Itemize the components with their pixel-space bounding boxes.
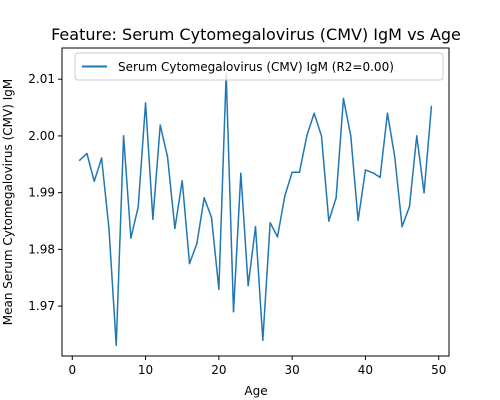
- data-point: [130, 237, 132, 239]
- data-point: [386, 112, 389, 114]
- data-point: [254, 225, 257, 228]
- data-point: [86, 152, 88, 155]
- y-tick-label: 1.99: [28, 186, 55, 200]
- data-point: [430, 105, 433, 108]
- chart-title: Feature: Serum Cytomegalovirus (CMV) IgM…: [51, 25, 461, 44]
- legend: Serum Cytomegalovirus (CMV) IgM (R2=0.00…: [74, 52, 444, 81]
- data-point: [181, 179, 183, 182]
- x-tick-label: 20: [211, 363, 226, 377]
- data-point: [122, 135, 125, 137]
- data-point: [210, 216, 213, 219]
- data-point: [276, 236, 279, 238]
- data-point: [152, 218, 154, 221]
- data-point: [328, 220, 330, 222]
- data-point: [137, 206, 139, 208]
- data-point: [78, 159, 81, 162]
- data-point: [394, 156, 396, 158]
- data-point: [379, 176, 381, 179]
- data-point: [262, 339, 264, 341]
- x-axis: 0 10 20 30 40 50: [68, 356, 446, 377]
- data-point: [401, 225, 403, 228]
- y-tick-label: 1.98: [28, 242, 55, 256]
- data-point: [203, 196, 205, 199]
- x-tick-label: 50: [431, 363, 446, 377]
- data-point: [100, 157, 103, 159]
- data-point: [342, 97, 345, 100]
- data-point: [232, 311, 235, 313]
- data-point: [144, 102, 147, 104]
- data-point: [196, 242, 198, 245]
- series-line: [79, 72, 433, 346]
- data-point: [350, 135, 352, 137]
- data-point: [298, 171, 301, 173]
- data-point: [357, 219, 359, 222]
- data-point: [159, 124, 161, 126]
- data-point: [166, 156, 169, 158]
- data-point: [284, 195, 286, 197]
- data-point: [364, 169, 367, 171]
- data-point: [320, 135, 323, 137]
- data-point: [188, 262, 191, 265]
- data-point: [408, 206, 411, 208]
- x-axis-label: Age: [244, 384, 267, 398]
- data-point: [93, 180, 95, 183]
- data-point: [423, 191, 425, 194]
- data-point: [247, 284, 249, 287]
- data-point: [313, 112, 315, 114]
- y-axis-label: Mean Serum Cytomegalovirus (CMV) IgM: [1, 79, 15, 325]
- series-layer: [78, 72, 433, 346]
- x-tick-label: 40: [358, 363, 373, 377]
- y-axis: 1.97 1.98 1.99 2.00 2.01: [28, 72, 62, 313]
- data-point: [269, 221, 271, 224]
- x-tick-label: 0: [68, 363, 76, 377]
- x-tick-label: 10: [138, 363, 153, 377]
- data-point: [291, 171, 293, 173]
- data-point: [218, 288, 220, 290]
- data-point: [416, 135, 418, 137]
- data-point: [306, 135, 308, 137]
- data-point: [335, 196, 337, 199]
- legend-entry-label: Serum Cytomegalovirus (CMV) IgM (R2=0.00…: [118, 60, 394, 74]
- data-point: [372, 172, 374, 174]
- data-point: [108, 227, 110, 229]
- plot-area-frame: [61, 47, 450, 357]
- legend-box: [74, 52, 444, 81]
- data-point: [115, 344, 117, 346]
- y-tick-label: 1.97: [28, 299, 55, 313]
- data-point: [174, 227, 176, 230]
- y-tick-label: 2.00: [28, 129, 55, 143]
- y-tick-label: 2.01: [28, 72, 55, 86]
- data-point: [240, 172, 242, 175]
- x-tick-label: 30: [285, 363, 300, 377]
